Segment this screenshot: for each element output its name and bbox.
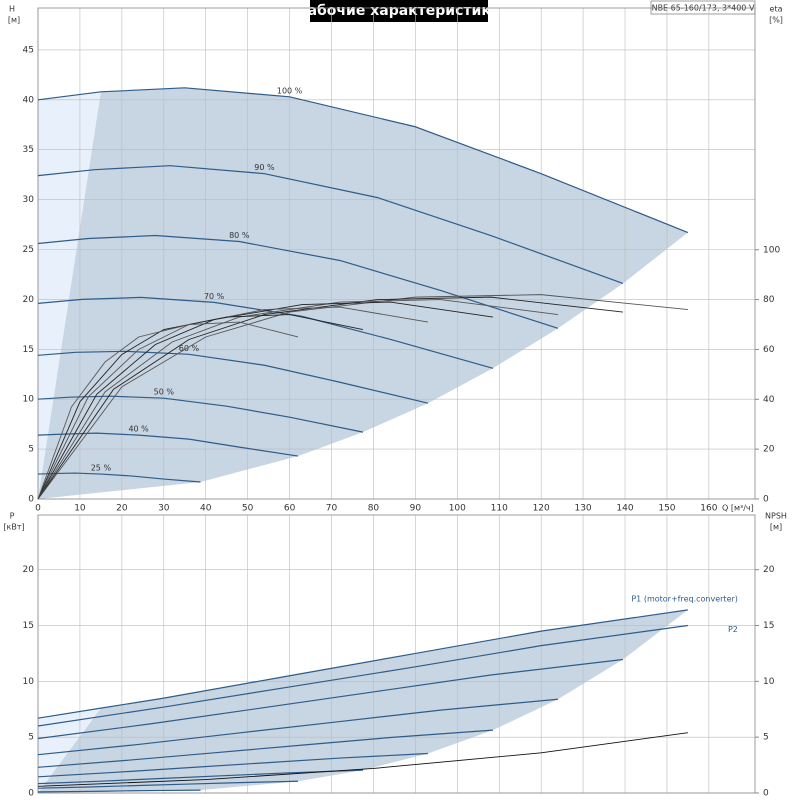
curve [37,321,299,500]
y-axis-unit: [м] [8,16,20,25]
curve-label: 25 % [91,464,112,473]
curve [37,789,201,793]
x-tick-label: 110 [491,504,508,514]
y-tick-label: 10 [23,395,35,405]
x-tick-label: 30 [158,504,170,514]
y2-tick-label: 15 [763,621,774,631]
curve-label: 80 % [229,231,250,240]
operating-area [38,609,688,793]
curve [37,780,298,789]
curve [37,624,688,727]
curve-label: 100 % [277,86,303,95]
y2-axis-unit: [%] [769,16,783,25]
curve [37,294,688,500]
curve [37,732,688,787]
x-axis-label: Q [м³/ч] [722,504,754,513]
y-axis-unit: [кВт] [3,523,24,532]
y2-axis-unit: [м] [770,523,782,532]
x-tick-label: 70 [326,504,338,514]
plot-frame [37,7,756,500]
curve-label: 50 % [154,388,175,397]
title-box [310,0,488,22]
x-tick-label: 160 [700,504,717,514]
curve [37,752,428,778]
y2-tick-label: 40 [763,395,775,405]
x-tick-label: 10 [74,504,86,514]
curve [37,395,364,433]
y2-tick-label: 20 [763,445,775,455]
y-tick-label: 45 [23,45,34,55]
y2-axis-label: eta [770,5,783,14]
curve [37,658,623,740]
curve [37,296,494,369]
y-tick-label: 30 [23,195,35,205]
curve [37,769,363,785]
y2-tick-label: 5 [763,733,769,743]
x-tick-label: 100 [449,504,466,514]
y-axis-label: P [10,512,15,521]
y2-tick-label: 20 [763,565,775,575]
curve-label: 90 % [254,163,275,172]
y-tick-label: 20 [23,565,35,575]
curve-label: 40 % [128,425,149,434]
operating-area-light [38,708,101,793]
curve [37,234,559,329]
curve [37,87,689,234]
x-tick-label: 90 [410,504,422,514]
x-tick-label: 130 [574,504,591,514]
curve-label: 70 % [204,292,225,301]
y-tick-label: 10 [23,677,35,687]
chart-title: Рабочие характеристики [297,3,500,19]
y2-axis-label: NPSH [765,512,787,521]
x-tick-label: 50 [242,504,254,514]
y2-tick-label: 60 [763,345,775,355]
curve [37,432,299,457]
y-tick-label: 15 [23,345,34,355]
subtitle-box [650,0,756,15]
x-tick-label: 80 [368,504,380,514]
x-tick-label: 140 [616,504,633,514]
y-tick-label: 35 [23,145,34,155]
y-tick-label: 0 [28,789,34,799]
x-tick-label: 20 [116,504,128,514]
x-tick-label: 40 [200,504,212,514]
curve [37,296,623,500]
x-tick-label: 0 [35,504,41,514]
y-tick-label: 15 [23,621,34,631]
series-label: P1 (motor+freq.converter) [631,594,738,603]
y-axis-label: H [9,5,15,14]
y2-tick-label: 10 [763,677,775,687]
plot-frame [37,514,756,794]
curve [37,299,558,500]
curve [37,729,493,768]
series-label: P2 [728,625,738,634]
operating-area [38,87,688,499]
y-tick-label: 20 [23,295,35,305]
x-tick-label: 150 [658,504,675,514]
y-tick-label: 0 [28,495,34,505]
y2-tick-label: 0 [763,789,769,799]
y-tick-label: 40 [23,95,35,105]
curve-label: 60 % [179,344,200,353]
x-tick-label: 60 [284,504,296,514]
y2-tick-label: 0 [763,495,769,505]
y2-tick-label: 80 [763,295,775,305]
curve [37,165,624,285]
y-tick-label: 5 [28,445,34,455]
y-tick-label: 5 [28,733,34,743]
x-tick-label: 120 [533,504,550,514]
curve [37,350,429,404]
y-tick-label: 25 [23,245,34,255]
curve [37,314,364,500]
curve [37,609,688,719]
curve [37,698,558,756]
y2-tick-label: 100 [763,245,780,255]
